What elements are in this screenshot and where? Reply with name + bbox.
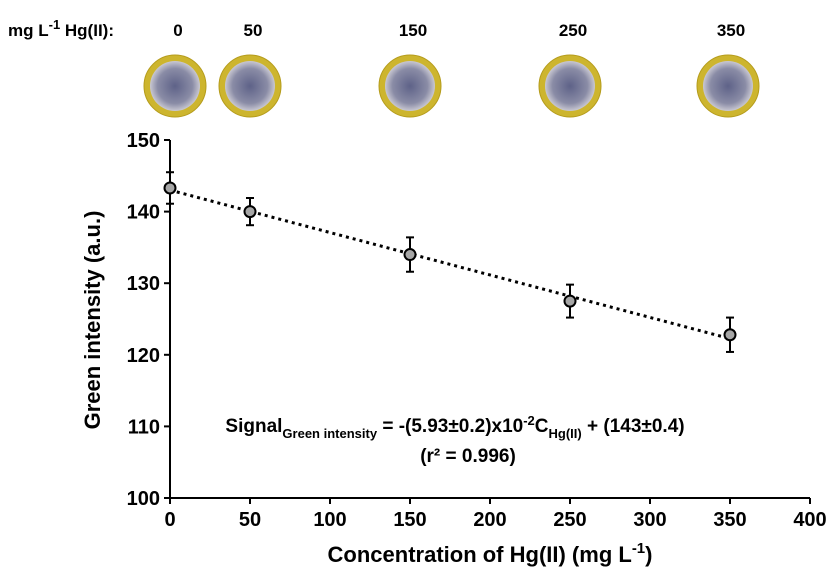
xlabel-sup: -1 [632, 540, 645, 557]
sample-label: 0 [173, 21, 182, 40]
x-tick-label: 0 [164, 509, 175, 531]
point [403, 248, 417, 262]
x-tick-label: 300 [633, 509, 666, 531]
sample-label: 150 [399, 21, 427, 40]
x-tick-label: 50 [239, 509, 261, 531]
y-tick-label: 100 [127, 488, 160, 510]
x-axis-title: Concentration of Hg(II) (mg L-1) [328, 540, 653, 567]
xlabel-part: ) [645, 542, 652, 567]
xlabel-part: Concentration of Hg(II) (mg L [328, 542, 632, 567]
sample-label: 50 [244, 21, 263, 40]
point [163, 181, 177, 195]
point [563, 294, 577, 308]
eq-part: C [535, 416, 549, 437]
x-tick-label: 200 [473, 509, 506, 531]
y-tick-label: 110 [128, 416, 160, 438]
x-tick-label: 150 [393, 509, 426, 531]
x-tick-label: 100 [313, 509, 346, 531]
sample-label: 250 [559, 21, 587, 40]
sample-spot [545, 61, 595, 111]
sample-label: 350 [717, 21, 745, 40]
y-tick-label: 130 [127, 273, 160, 295]
eq-part: + (143±0.4) [582, 416, 685, 437]
y-tick-label: 140 [127, 202, 160, 224]
y-axis-title: Green intensity (a.u.) [80, 211, 105, 430]
sample-spot [225, 61, 275, 111]
header-sup: -1 [49, 17, 61, 32]
x-tick-label: 250 [553, 509, 586, 531]
sample-images [143, 54, 760, 118]
sample-spot [150, 61, 200, 111]
eq-sup: -2 [523, 413, 535, 428]
header-text: mg L [8, 21, 49, 40]
header-label: mg L-1 Hg(II): [8, 17, 114, 40]
x-tick-label: 400 [793, 509, 826, 531]
y-tick-label: 150 [127, 130, 160, 152]
sample-spot [385, 61, 435, 111]
trendline [169, 188, 731, 341]
y-tick-label: 120 [127, 345, 160, 367]
equation: SignalGreen intensity = -(5.93±0.2)x10-2… [225, 413, 684, 441]
eq-part: Signal [225, 416, 282, 437]
eq-sub: Hg(II) [549, 426, 582, 441]
r-squared: (r² = 0.996) [420, 446, 516, 467]
sample-spot [703, 61, 753, 111]
x-tick-label: 350 [713, 509, 746, 531]
point [243, 205, 257, 219]
eq-part: = -(5.93±0.2)x10 [377, 416, 523, 437]
eq-sub: Green intensity [282, 426, 377, 441]
header-text: Hg(II): [60, 21, 114, 40]
point [723, 328, 737, 342]
